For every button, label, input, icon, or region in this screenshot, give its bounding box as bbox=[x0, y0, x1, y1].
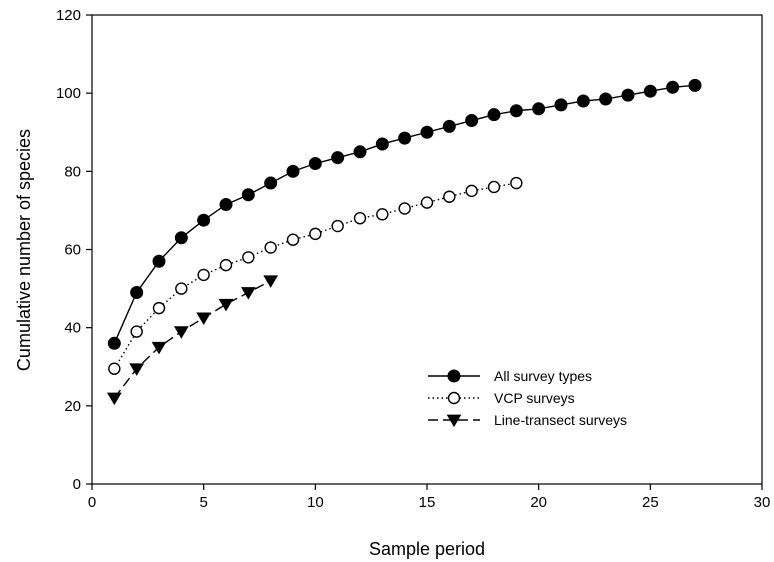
x-tick-label: 0 bbox=[88, 494, 96, 511]
x-axis-title: Sample period bbox=[369, 539, 485, 559]
data-point bbox=[286, 164, 300, 178]
series-1 bbox=[107, 78, 702, 350]
legend-entry: Line-transect surveys bbox=[428, 412, 627, 428]
data-point bbox=[353, 212, 367, 225]
y-axis-ticks: 0 20 40 60 80 100 120 bbox=[56, 7, 92, 493]
x-tick-label: 25 bbox=[642, 494, 659, 511]
plot-frame bbox=[91, 14, 763, 485]
data-point bbox=[152, 254, 166, 268]
data-point bbox=[130, 325, 143, 338]
data-point bbox=[108, 362, 121, 375]
data-point bbox=[218, 298, 234, 312]
data-point bbox=[175, 282, 188, 295]
data-point bbox=[309, 227, 322, 241]
data-point bbox=[241, 188, 255, 202]
data-point bbox=[376, 208, 389, 221]
data-point bbox=[264, 176, 278, 190]
y-tick-label: 20 bbox=[64, 398, 81, 415]
y-tick-label: 60 bbox=[64, 242, 81, 259]
legend-label: VCP surveys bbox=[494, 390, 575, 406]
legend-marker bbox=[446, 414, 462, 428]
series-layer bbox=[106, 78, 702, 406]
data-point bbox=[487, 108, 501, 122]
data-point bbox=[263, 275, 279, 288]
data-point bbox=[666, 80, 680, 94]
data-point bbox=[197, 268, 210, 282]
data-point bbox=[643, 84, 657, 98]
data-point bbox=[130, 285, 144, 299]
data-point bbox=[151, 341, 167, 355]
legend: All survey types VCP surveys Line-transect… bbox=[428, 368, 627, 428]
data-point bbox=[331, 151, 345, 165]
data-point bbox=[398, 131, 412, 145]
data-point bbox=[264, 241, 277, 254]
data-point bbox=[197, 213, 211, 227]
x-tick-label: 30 bbox=[754, 494, 771, 511]
series-line bbox=[113, 280, 271, 399]
series-3 bbox=[106, 275, 279, 406]
y-tick-label: 120 bbox=[56, 7, 81, 24]
data-point bbox=[196, 312, 212, 326]
x-tick-label: 10 bbox=[307, 494, 324, 511]
data-point bbox=[532, 102, 546, 116]
data-point bbox=[375, 137, 389, 151]
data-point bbox=[107, 336, 121, 350]
y-axis-title: Cumulative number of species bbox=[14, 129, 34, 371]
x-tick-label: 20 bbox=[530, 494, 547, 511]
data-point bbox=[688, 78, 702, 92]
data-point bbox=[308, 157, 322, 171]
legend-marker bbox=[447, 369, 461, 383]
y-tick-label: 0 bbox=[73, 476, 81, 493]
data-point bbox=[353, 145, 367, 159]
data-point bbox=[599, 92, 613, 106]
plot-border bbox=[91, 14, 763, 485]
legend-label: All survey types bbox=[494, 368, 592, 384]
data-point bbox=[286, 233, 300, 246]
data-point bbox=[465, 114, 479, 128]
x-tick-label: 5 bbox=[199, 494, 207, 511]
data-point bbox=[173, 326, 189, 339]
data-point bbox=[240, 287, 256, 300]
data-point bbox=[442, 119, 456, 133]
data-point bbox=[443, 190, 456, 203]
data-point bbox=[510, 176, 523, 190]
data-point bbox=[331, 219, 344, 233]
x-tick-label: 15 bbox=[419, 494, 436, 511]
series-2 bbox=[108, 176, 523, 375]
data-point bbox=[219, 198, 233, 212]
data-point bbox=[621, 88, 635, 102]
x-axis-ticks: 0 5 10 15 20 25 30 bbox=[88, 484, 771, 511]
y-tick-label: 80 bbox=[64, 163, 81, 180]
y-tick-label: 100 bbox=[56, 85, 81, 102]
data-point bbox=[420, 196, 434, 209]
data-point bbox=[465, 184, 478, 198]
legend-entry: All survey types bbox=[428, 368, 592, 384]
series-line bbox=[113, 182, 517, 370]
data-point bbox=[509, 104, 523, 118]
y-tick-label: 40 bbox=[64, 320, 81, 337]
data-point bbox=[219, 258, 233, 272]
data-point bbox=[554, 98, 568, 112]
data-point bbox=[152, 301, 166, 315]
data-point bbox=[487, 180, 501, 194]
data-point bbox=[576, 94, 590, 108]
data-point bbox=[129, 363, 145, 376]
legend-marker bbox=[447, 391, 461, 405]
data-point bbox=[174, 231, 188, 245]
data-point bbox=[398, 202, 411, 215]
legend-entry: VCP surveys bbox=[428, 390, 575, 406]
data-point bbox=[106, 392, 122, 406]
data-point bbox=[420, 125, 434, 139]
legend-label: Line-transect surveys bbox=[494, 412, 627, 428]
data-point bbox=[242, 251, 255, 264]
